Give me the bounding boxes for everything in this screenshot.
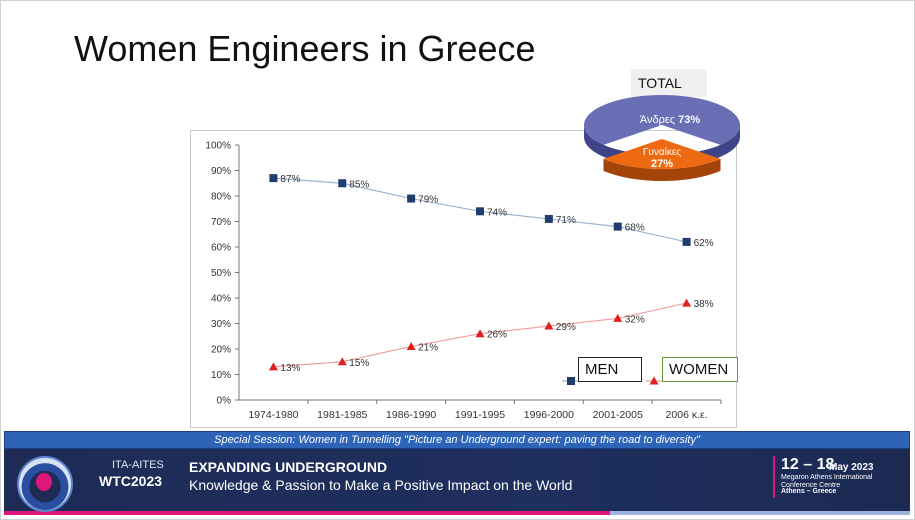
- pie-value-men: 73%: [678, 114, 700, 126]
- event-dates: 12 – 18: [781, 456, 835, 473]
- data-label-men: 79%: [418, 195, 438, 206]
- pie-slice-women: [603, 139, 721, 169]
- banner-stripe-blue: [610, 511, 910, 515]
- tagline: Knowledge & Passion to Make a Positive I…: [189, 477, 573, 493]
- line-chart: 0% 10% 20% 30% 40% 50% 60% 70% 80% 90% 100% 1974-19…: [205, 141, 722, 421]
- legend-men: MEN: [578, 357, 642, 382]
- y-tick-label: 100%: [205, 141, 231, 152]
- data-label-women: 26%: [487, 330, 507, 341]
- y-tick-label: 50%: [211, 268, 231, 279]
- data-label-men: 62%: [694, 238, 714, 249]
- data-label-women: 32%: [625, 314, 645, 325]
- data-label-men: 68%: [625, 223, 645, 234]
- org-name: ITA-AITES: [112, 459, 164, 471]
- pie-women-side: [603, 158, 721, 181]
- banner-stripe-pink: [4, 511, 610, 515]
- event-place: Athens – Greece: [781, 488, 837, 495]
- data-point-men: [269, 174, 278, 183]
- data-label-women: 13%: [280, 363, 300, 374]
- pie-value-women: 27%: [651, 158, 673, 170]
- headline: EXPANDING UNDERGROUND: [189, 459, 388, 475]
- pie-slice-men: [584, 95, 740, 145]
- data-label-men: 71%: [556, 215, 576, 226]
- legend-men-marker: [567, 377, 575, 385]
- x-tick-label: 1991-1995: [455, 409, 505, 421]
- legend-men-label: MEN: [585, 361, 619, 378]
- data-point-men: [544, 214, 553, 223]
- y-tick-label: 70%: [211, 217, 231, 228]
- data-point-women: [268, 362, 278, 371]
- data-label-men: 87%: [280, 174, 300, 185]
- pie-label-men: Άνδρες 73%: [640, 114, 701, 126]
- legend-women: WOMEN: [662, 357, 738, 382]
- data-label-women: 15%: [349, 358, 369, 369]
- x-tick-label: 2001-2005: [593, 409, 643, 421]
- pie-label-women: Γυναίκες: [643, 146, 681, 158]
- logo-figure-icon: [36, 473, 52, 491]
- data-point-women: [406, 341, 416, 350]
- event-name: WTC2023: [99, 473, 163, 489]
- y-tick-label: 10%: [211, 370, 231, 381]
- data-point-women: [475, 329, 485, 338]
- data-label-women: 21%: [418, 342, 438, 353]
- data-point-men: [338, 179, 347, 188]
- y-tick-label: 20%: [211, 345, 231, 356]
- event-month: May 2023: [829, 462, 874, 473]
- y-tick-label: 0%: [217, 396, 232, 407]
- y-tick-label: 80%: [211, 192, 231, 203]
- data-point-men: [613, 222, 622, 231]
- conference-banner: [4, 449, 910, 512]
- x-tick-label: 1996-2000: [524, 409, 574, 421]
- y-tick-label: 40%: [211, 294, 231, 305]
- pie-title: TOTAL: [631, 69, 707, 97]
- x-tick-label: 2006 κ.ε.: [666, 409, 708, 421]
- data-label-women: 29%: [556, 322, 576, 333]
- slide-title: Women Engineers in Greece: [74, 28, 536, 69]
- session-banner: Special Session: Women in Tunnelling "Pi…: [4, 431, 910, 449]
- data-label-men: 74%: [487, 207, 507, 218]
- data-point-women: [613, 313, 623, 322]
- data-point-women: [682, 298, 692, 307]
- data-label-women: 38%: [694, 299, 714, 310]
- data-label-men: 85%: [349, 179, 369, 190]
- data-point-women: [544, 321, 554, 330]
- data-point-women: [337, 357, 347, 366]
- y-tick-label: 30%: [211, 319, 231, 330]
- x-tick-label: 1986-1990: [386, 409, 436, 421]
- event-venue: Megaron Athens International Conference …: [781, 474, 873, 489]
- x-tick-label: 1981-1985: [317, 409, 367, 421]
- data-point-men: [682, 237, 691, 246]
- data-point-men: [407, 194, 416, 203]
- legend-women-marker: [649, 376, 659, 385]
- legend-women-label: WOMEN: [669, 361, 729, 378]
- x-tick-label: 1974-1980: [248, 409, 298, 421]
- y-tick-label: 90%: [211, 166, 231, 177]
- data-point-men: [476, 207, 484, 216]
- date-divider: [773, 456, 775, 498]
- y-tick-label: 60%: [211, 243, 231, 254]
